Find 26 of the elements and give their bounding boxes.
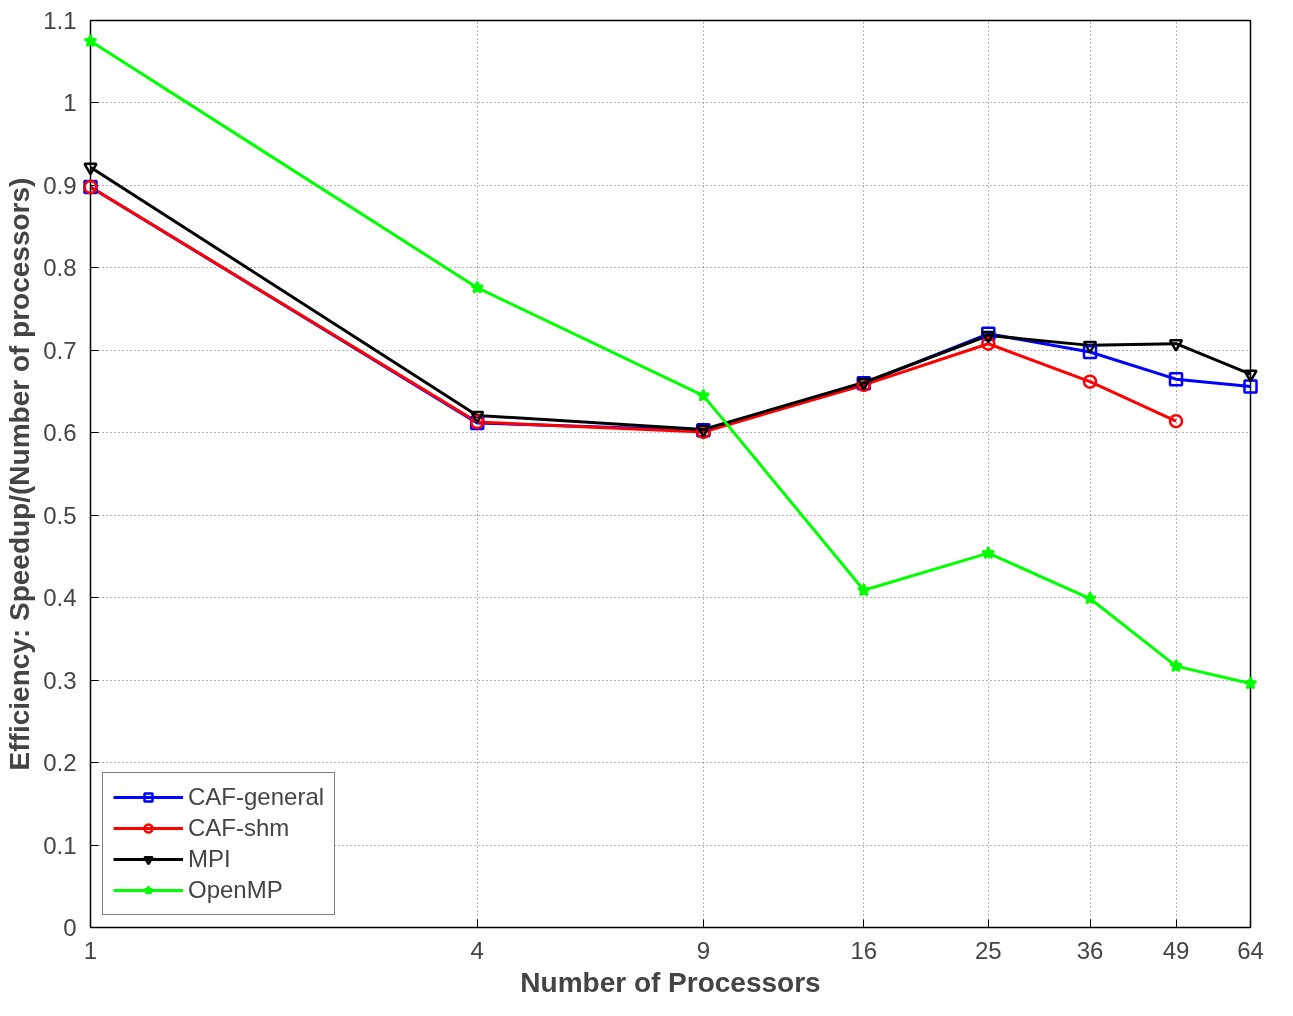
y-tick-label: 1.1 xyxy=(43,7,77,34)
y-tick-label: 1 xyxy=(63,89,77,117)
y-tick-label: 0.1 xyxy=(43,831,77,859)
x-tick-label: 4 xyxy=(470,936,484,964)
y-tick-label: 0.5 xyxy=(43,501,77,529)
y-tick-label: 0.4 xyxy=(43,584,77,612)
x-tick-label: 25 xyxy=(974,936,1002,964)
legend-label: CAF-shm xyxy=(188,814,290,842)
y-tick-label: 0.7 xyxy=(43,336,77,364)
legend-label: MPI xyxy=(188,845,231,873)
y-tick-label: 0 xyxy=(63,914,77,941)
y-tick-label: 0.3 xyxy=(43,666,77,694)
x-axis-title: Number of Processors xyxy=(520,966,821,998)
y-axis-title: Efficiency: Speedup/(Number of processors) xyxy=(4,177,36,771)
y-tick-label: 0.9 xyxy=(43,171,77,199)
x-tick-label: 1 xyxy=(83,936,98,964)
y-tick-label: 0.8 xyxy=(43,254,77,282)
x-tick-label: 9 xyxy=(696,936,711,964)
x-tick-label: 36 xyxy=(1076,936,1104,964)
y-tick-label: 0.2 xyxy=(43,749,77,777)
x-tick-label: 64 xyxy=(1237,936,1264,964)
x-tick-label: 16 xyxy=(850,936,878,964)
legend-label: CAF-general xyxy=(188,783,325,811)
x-tick-label: 49 xyxy=(1162,936,1190,964)
y-tick-label: 0.6 xyxy=(43,419,77,447)
legend-label: OpenMP xyxy=(188,876,283,904)
